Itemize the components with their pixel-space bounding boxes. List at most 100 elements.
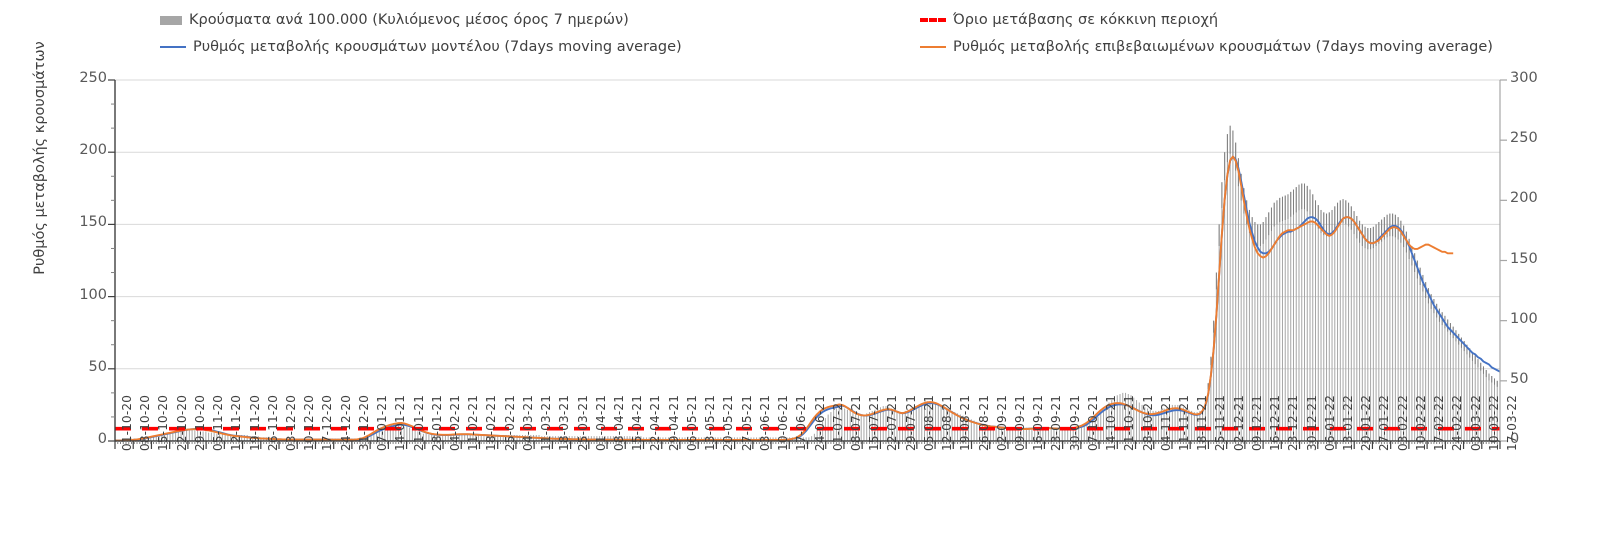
x-axis-tick-label: 03-03-22 [1468,394,1483,451]
x-axis-tick-label: 25-11-21 [1213,394,1228,451]
x-axis-tick-label: 14-10-21 [1104,394,1119,451]
x-axis-tick-label: 12-11-20 [229,394,244,451]
y-axis-right-tick-label: 150 [1510,250,1538,267]
x-axis-tick-label: 27-05-21 [739,394,754,451]
x-axis-tick-label: 10-12-20 [302,394,317,451]
y-axis-left-tick-label: 0 [97,431,107,447]
bar-swatch-icon [160,15,182,25]
x-axis-tick-label: 10-02-22 [1413,394,1428,451]
legend-item-confirmed-line[interactable]: Ρυθμός μεταβολής επιβεβαιωμένων κρουσμάτ… [920,40,1493,55]
x-axis-tick-label: 23-09-21 [1049,394,1064,451]
x-axis-tick-label: 19-11-20 [247,394,262,451]
x-axis-tick-label: 16-09-21 [1031,394,1046,451]
x-axis-tick-label: 15-04-21 [630,394,645,451]
legend-label-confirmed-line: Ρυθμός μεταβολής επιβεβαιωμένων κρουσμάτ… [953,39,1493,55]
chart-legend: Κρούσματα ανά 100.000 (Κυλιόμενος μέσος … [0,0,1619,62]
x-axis-tick-label: 01-07-21 [830,394,845,451]
x-axis-tick-label: 08-10-20 [138,394,153,451]
x-axis-tick-label: 08-04-21 [612,394,627,451]
x-axis-tick-label: 22-07-21 [885,394,900,451]
x-axis-tick-label: 06-05-21 [684,394,699,451]
x-axis-tick-label: 11-02-21 [466,394,481,451]
x-axis-tick-label: 28-01-21 [429,394,444,451]
x-axis-tick-label: 03-06-21 [757,394,772,451]
x-axis-tick-label: 21-01-21 [411,394,426,451]
x-axis-tick-label: 27-01-22 [1377,394,1392,451]
x-axis-tick-label: 26-08-21 [976,394,991,451]
x-axis-tick-label: 24-02-22 [1450,394,1465,451]
x-axis-tick-label: 17-03-22 [1505,394,1519,451]
x-axis-tick-label: 02-09-21 [994,394,1009,451]
y-axis-left-tick-label: 50 [88,358,107,375]
y-axis-left-tick-label: 200 [79,142,107,159]
x-axis-tick-label: 03-12-20 [284,394,298,451]
y-axis-left-tick-label: 250 [79,70,107,86]
line-swatch-icon [920,46,946,49]
x-axis-tick-label: 03-02-22 [1395,394,1410,451]
x-axis-tick-label: 25-02-21 [502,394,517,451]
plot-background [115,80,1500,441]
y-axis-right-tick-label: 200 [1510,190,1538,207]
x-axis-tick-label: 11-11-21 [1176,394,1191,451]
x-axis-tick-label: 10-06-21 [776,394,791,451]
y-axis-right-tick-label: 100 [1510,310,1538,327]
x-axis-tick-label: 15-07-21 [867,394,882,451]
y-axis-left-tick-label: 100 [79,286,107,303]
x-axis-tick-label: 04-11-21 [1158,394,1173,451]
x-axis-tick-label: 05-08-21 [921,394,936,451]
y-axis-right-tick-label: 300 [1510,70,1538,86]
x-axis-tick-label: 20-05-21 [721,394,736,451]
x-axis-tick-label: 18-11-21 [1195,394,1210,451]
x-axis-tick-label: 17-12-20 [320,394,335,451]
x-axis-tick-label: 11-03-21 [539,394,554,451]
x-axis-tick-label: 13-01-22 [1340,394,1355,451]
x-axis-tick-label: 07-10-21 [1085,394,1100,451]
x-axis-tick-label: 15-10-20 [156,394,171,451]
x-axis-tick-label: 21-10-21 [1122,394,1137,451]
legend-label-model-line: Ρυθμός μεταβολής κρουσμάτων μοντέλου (7d… [193,39,682,55]
x-axis-tick-label: 28-10-21 [1140,394,1155,451]
y-axis-left-title: Ρυθμός μεταβολής κρουσμάτων [32,41,48,275]
legend-item-bars[interactable]: Κρούσματα ανά 100.000 (Κυλιόμενος μέσος … [160,13,629,28]
x-axis-tick-label: 09-12-21 [1249,394,1264,451]
x-axis-tick-label: 22-04-21 [648,394,663,451]
y-axis-left-tick-label: 150 [79,214,107,231]
x-axis-tick-label: 29-07-21 [903,394,918,451]
x-axis-tick-label: 19-08-21 [958,394,973,451]
x-axis-tick-label: 24-12-20 [338,394,353,451]
y-axis-right-tick-label: 50 [1510,370,1529,387]
legend-label-threshold: Όριο μετάβασης σε κόκκινη περιοχή [953,12,1219,28]
x-axis-tick-label: 05-11-20 [211,394,226,451]
line-swatch-icon [160,46,186,49]
x-axis-tick-label: 12-08-21 [940,394,955,451]
x-axis-tick-label: 08-07-21 [848,394,863,451]
x-axis-tick-label: 18-03-21 [557,394,572,451]
x-axis-tick-label: 31-12-20 [356,394,371,451]
x-axis-tick-label: 01-10-20 [120,394,134,451]
x-axis-tick-label: 09-09-21 [1012,394,1027,451]
x-axis-tick-label: 17-02-22 [1432,394,1447,451]
x-axis-tick-label: 30-09-21 [1067,394,1082,451]
x-axis-tick-label: 17-06-21 [794,394,809,451]
x-axis-tick-label: 25-03-21 [575,394,590,451]
confirmed-change-rate-line [115,155,1454,442]
x-axis-tick-label: 29-10-20 [192,394,207,451]
legend-item-model-line[interactable]: Ρυθμός μεταβολής κρουσμάτων μοντέλου (7d… [160,40,682,55]
y-axis-right-tick-label: 250 [1510,130,1538,147]
x-axis-tick-label: 02-12-21 [1231,394,1246,451]
x-axis-tick-label: 06-01-22 [1322,394,1337,451]
legend-item-threshold[interactable]: Όριο μετάβασης σε κόκκινη περιοχή [920,13,1218,28]
x-axis-tick-label: 14-01-21 [393,394,408,451]
x-axis-tick-label: 04-03-21 [520,394,535,451]
x-axis-tick-label: 26-11-20 [265,394,280,451]
dashed-line-swatch-icon [920,18,946,23]
x-axis-tick-label: 10-03-22 [1486,394,1501,451]
x-axis-tick-label: 13-05-21 [703,394,718,451]
x-axis-tick-label: 30-12-21 [1304,394,1319,451]
x-axis-tick-label: 24-06-21 [812,394,827,451]
x-axis-tick-label: 22-10-20 [174,394,189,451]
x-axis-tick-label: 18-02-21 [484,394,499,451]
x-axis-tick-label: 20-01-22 [1359,394,1374,451]
